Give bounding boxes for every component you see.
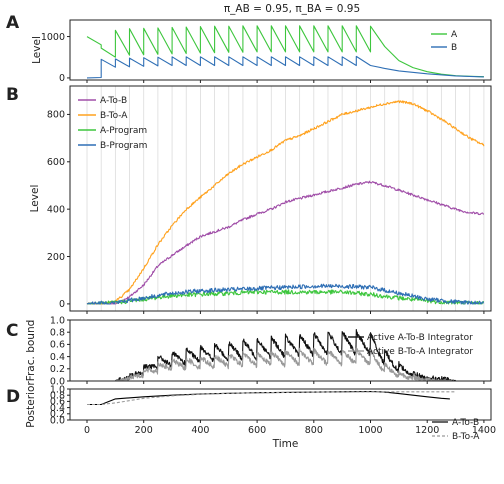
legend-label: Active B-To-A Integrator	[367, 347, 473, 357]
figure-title: π_AB = 0.95, π_BA = 0.95	[224, 3, 360, 15]
panel-B: B 0 200 400 600 800 Level A-To-B B-To-A A-Program…	[6, 85, 492, 314]
y-tick-label: 0.0	[50, 376, 65, 387]
panel-D: D 0.00.20.40.60.81.0 0 200 400 600 800 1000 1200…	[6, 381, 496, 443]
panel-letter-C: C	[6, 321, 18, 341]
y-tick-label: 0.2	[50, 409, 65, 420]
legend-B: A-To-B B-To-A A-Program B-Program	[78, 96, 147, 151]
y-tick-label: 0.2	[50, 364, 65, 375]
panel-letter-D: D	[6, 387, 20, 407]
legend-label: A-To-B	[100, 96, 127, 106]
axes-frame-B	[69, 85, 492, 312]
y-tick-label: 0.8	[50, 391, 65, 402]
legend-D: A-To-B B-To-A	[432, 418, 480, 442]
y-tick-label: 800	[47, 110, 65, 121]
x-tick-label: 800	[305, 425, 323, 436]
panel-C: C 0.00.20.40.60.8 1.0 Frac. bound Active A-T…	[6, 315, 492, 387]
y-axis-label-A: Level	[31, 36, 43, 64]
y-tick-label: 400	[47, 204, 65, 215]
y-tick-label: 1000	[41, 32, 65, 43]
series-line-b-program	[86, 283, 485, 305]
axes-frame-C	[69, 319, 492, 382]
y-tick-label: 600	[47, 157, 65, 168]
legend-label: B-To-A	[100, 111, 128, 121]
series-line-b	[86, 55, 484, 79]
legend-label: A	[451, 30, 458, 40]
x-tick-label: 0	[84, 425, 90, 436]
legend-label: A-To-B	[452, 418, 479, 428]
y-tick-label: 200	[47, 252, 65, 263]
legend-label: B-Program	[100, 141, 147, 151]
plot-area-C	[115, 329, 456, 381]
series-line-b-to-a	[86, 100, 485, 305]
series-line-active-b-to-a-integrator	[115, 347, 456, 381]
x-tick-label: 1000	[358, 425, 382, 436]
axes-frame-A	[69, 19, 492, 81]
legend-C: Active A-To-B Integrator Active B-To-A In…	[348, 333, 473, 357]
y-tick-label: 0.4	[50, 403, 65, 414]
series-line-a-to-b	[86, 180, 485, 305]
y-tick-label: 0.6	[50, 397, 65, 408]
series-line-active-a-to-b-integrator	[115, 329, 456, 381]
y-axis-label-B: Level	[29, 185, 41, 213]
y-tick-label: 0.4	[50, 352, 65, 363]
x-tick-label: 600	[248, 425, 266, 436]
legend-label: A-Program	[100, 126, 147, 136]
y-tick-label: 0.6	[50, 340, 65, 351]
panels: A01000LevelABB0200400600800LevelA-To-BB-…	[6, 13, 496, 450]
y-axis-label-C: Frac. bound	[25, 320, 37, 382]
legend-label: Active A-To-B Integrator	[367, 333, 473, 343]
series-line-a	[86, 25, 484, 78]
y-tick-label: 0.0	[50, 415, 65, 426]
y-tick-label: 0	[59, 299, 65, 310]
series-line-b-to-a	[87, 391, 456, 406]
y-tick-label: 1.0	[50, 315, 65, 326]
legend-label: B-To-A	[452, 432, 480, 442]
legend-A: AB	[431, 30, 458, 53]
x-tick-label: 1400	[472, 425, 496, 436]
y-tick-label: 0	[59, 73, 65, 84]
series-line-a-to-b	[87, 390, 450, 406]
x-tick-label: 400	[191, 425, 209, 436]
y-tick-label: 1.0	[50, 384, 65, 395]
y-tick-label: 0.8	[50, 328, 65, 339]
plot-area-A	[86, 25, 484, 79]
y-axis-label-D: Posterior	[25, 381, 37, 428]
plot-area-B	[86, 100, 485, 305]
legend-label: B	[451, 43, 457, 53]
axes-frame-D	[69, 388, 492, 421]
plot-area-D	[87, 390, 456, 406]
x-tick-label: 1200	[415, 425, 439, 436]
x-tick-label: 200	[135, 425, 153, 436]
panel-letter-A: A	[6, 13, 20, 33]
x-axis-label: Time	[272, 438, 299, 450]
panel-letter-B: B	[6, 85, 19, 105]
